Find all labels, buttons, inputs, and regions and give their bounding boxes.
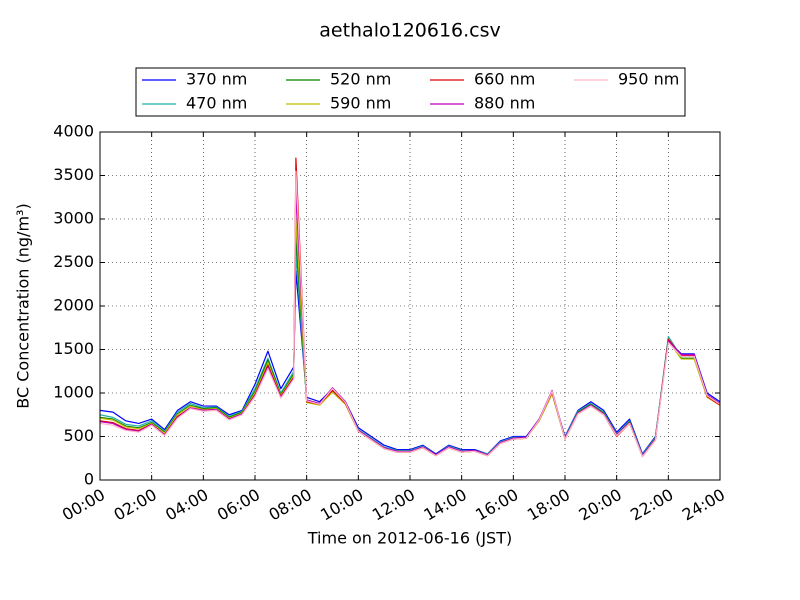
y-tick-label: 1500 (53, 339, 94, 358)
legend-label: 950 nm (618, 70, 679, 89)
y-tick-label: 1000 (53, 383, 94, 402)
legend-label: 370 nm (186, 70, 247, 89)
legend-label: 880 nm (474, 94, 535, 113)
chart-title: aethalo120616.csv (319, 20, 501, 42)
data-line (99, 170, 721, 458)
y-tick-label: 2000 (53, 296, 94, 315)
data-line (99, 270, 721, 455)
y-tick-label: 0 (84, 470, 94, 489)
legend-box (135, 67, 686, 117)
y-tick-label: 2500 (53, 252, 94, 271)
y-tick-label: 3500 (53, 165, 94, 184)
x-axis-label: Time on 2012-06-16 (JST) (307, 529, 512, 548)
y-tick-label: 3000 (53, 209, 94, 228)
y-tick-label: 500 (63, 426, 94, 445)
legend-label: 520 nm (330, 70, 391, 89)
legend-label: 660 nm (474, 70, 535, 89)
legend-label: 590 nm (330, 94, 391, 113)
plot-frame (99, 131, 721, 481)
y-tick-label: 4000 (53, 122, 94, 141)
legend-label: 470 nm (186, 94, 247, 113)
y-axis-label: BC Concentration (ng/m³) (14, 203, 33, 408)
